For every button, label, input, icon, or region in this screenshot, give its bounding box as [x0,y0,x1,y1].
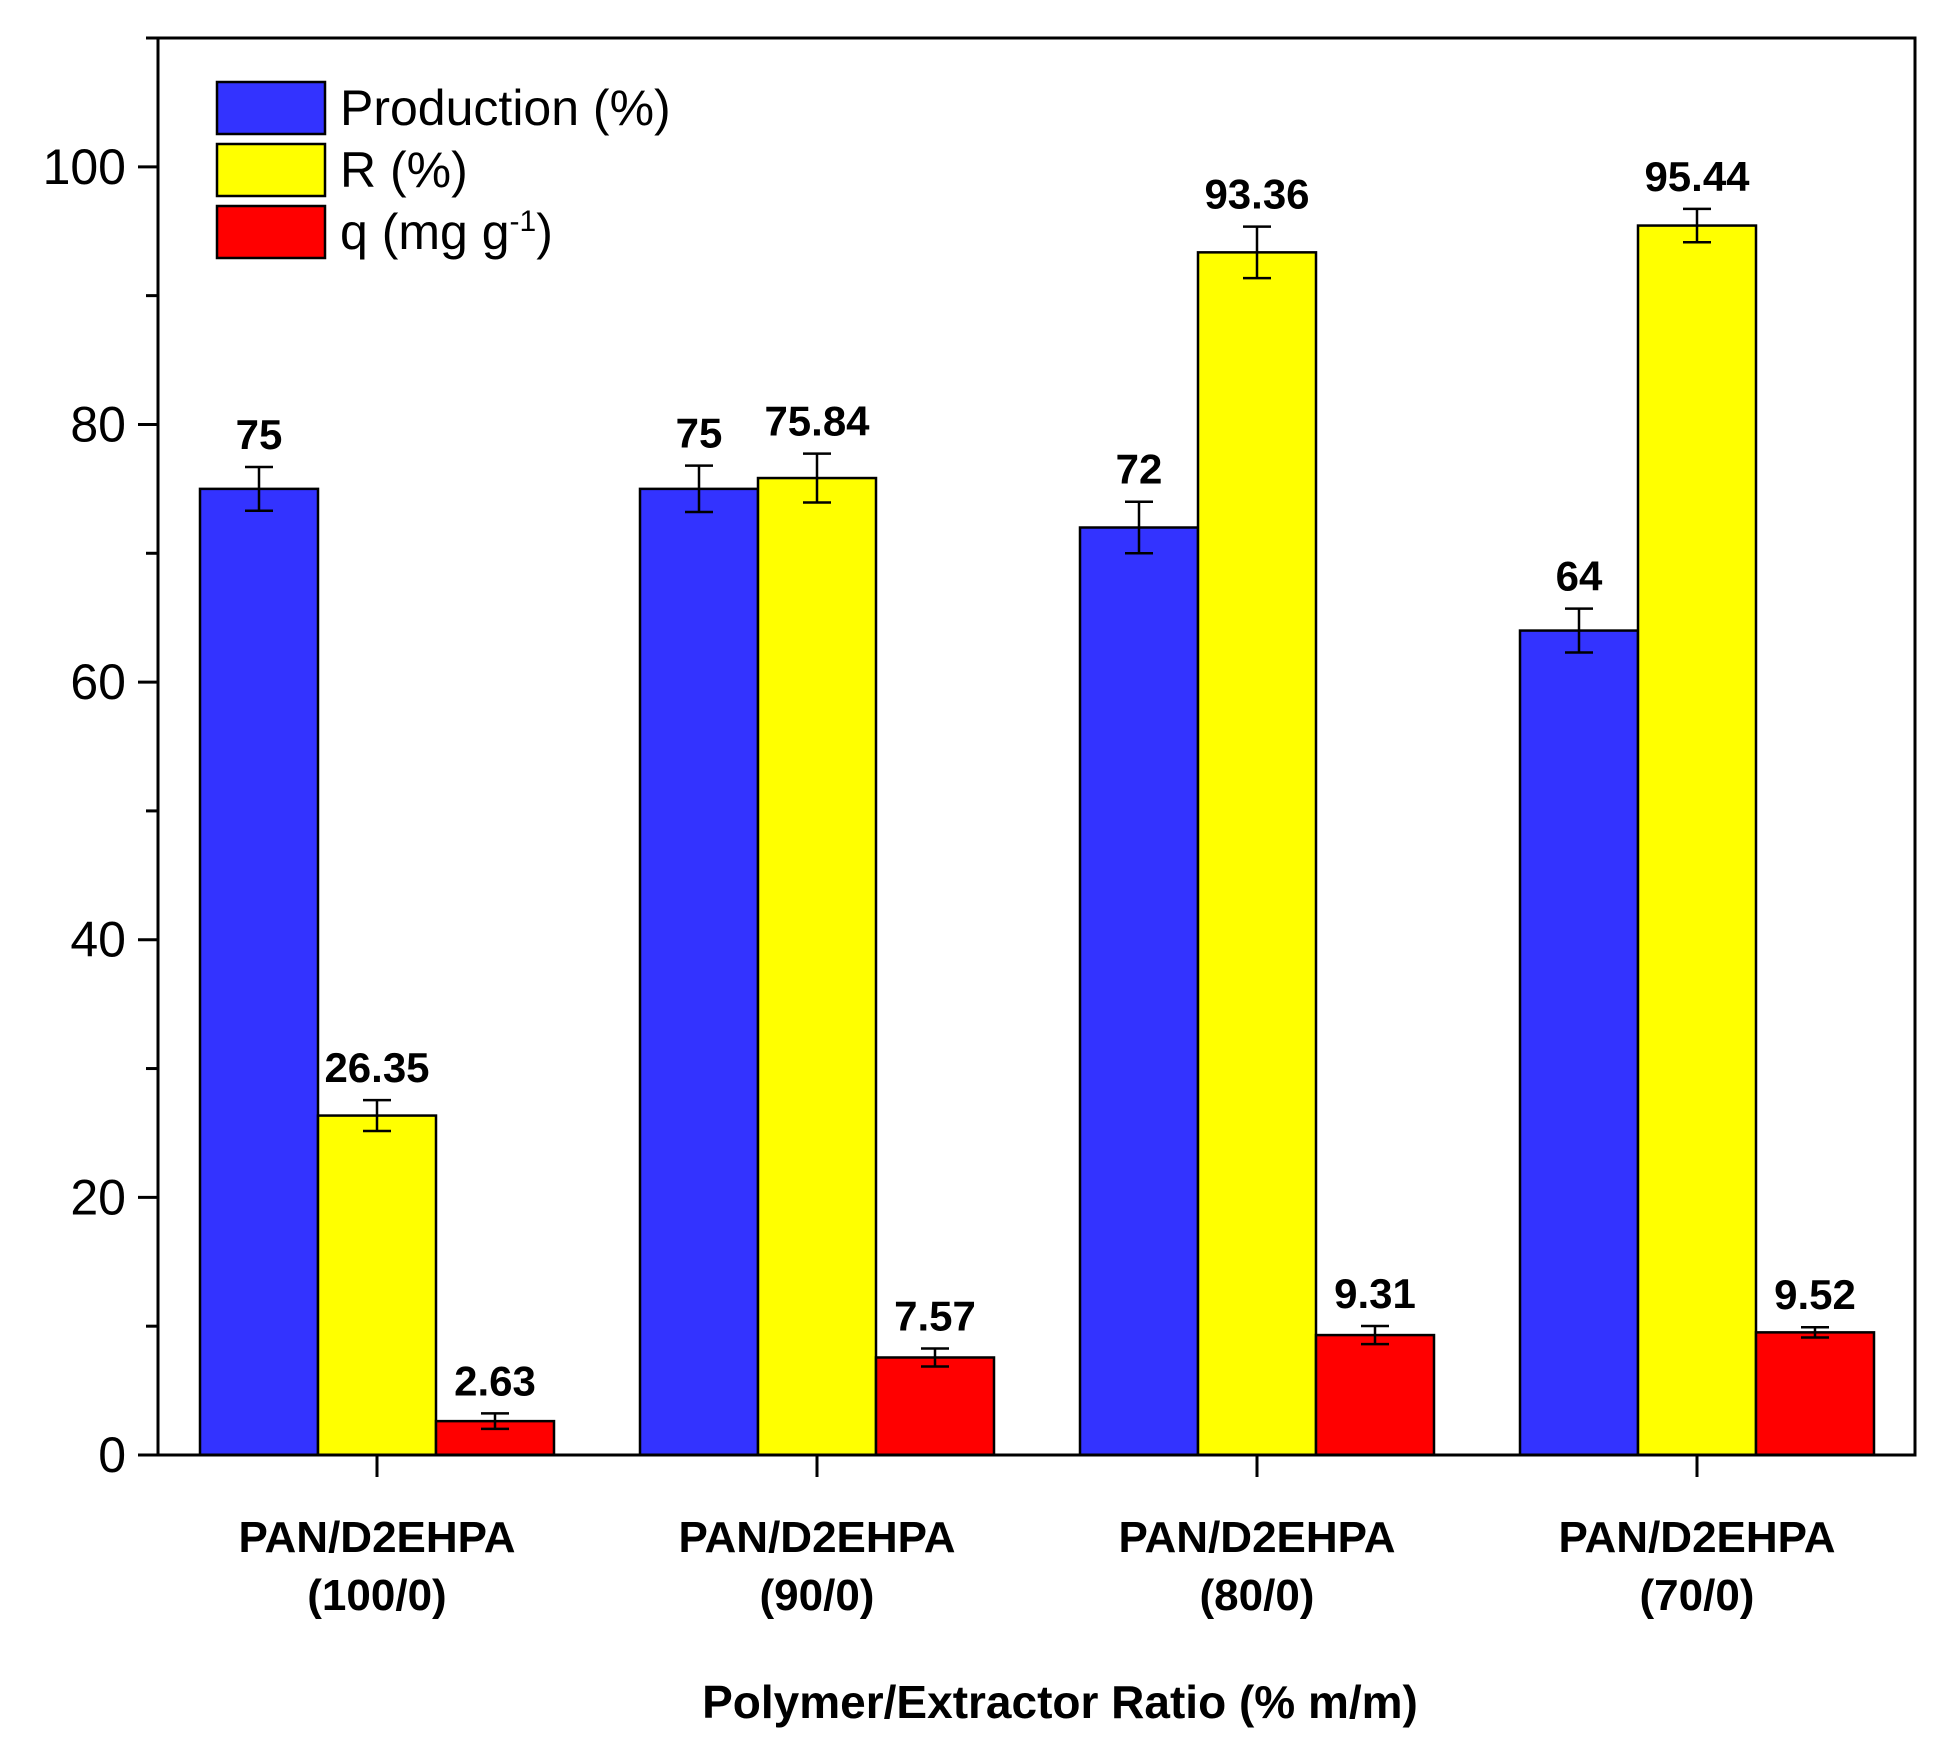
data-label-2-2: 75.84 [764,398,870,445]
labels-layer: 75 75 72 64 26.35 75.84 93.36 95.44 2.63 7.57 9.31… [236,153,1856,1405]
data-label-3-4: 9.52 [1774,1271,1856,1318]
x-tick-label-line2: (70/0) [1640,1571,1755,1620]
y-tick-label: 60 [70,654,126,710]
x-tick-label-line2: (100/0) [307,1571,446,1620]
y-tick-label: 80 [70,396,126,452]
x-tick-label-line2: (90/0) [760,1571,875,1620]
x-tick-label-line1: PAN/D2EHPA [238,1513,515,1562]
data-label-1-1: 75 [236,411,283,458]
data-label-2-1: 26.35 [324,1044,429,1091]
legend-label-3: q (mg g-1) [340,204,553,260]
y-tick-label: 20 [70,1169,126,1225]
bar-1-2 [638,487,760,1457]
data-label-3-3: 9.31 [1334,1270,1416,1317]
bar-2-2 [756,476,878,1457]
legend-swatch-1 [215,80,327,136]
x-tick-label-line1: PAN/D2EHPA [678,1513,955,1562]
bar-1-3 [1078,526,1200,1457]
data-label-3-1: 2.63 [454,1357,536,1404]
bar-3-3 [1314,1333,1436,1457]
bar-2-4 [1636,224,1758,1457]
data-label-1-2: 75 [676,410,723,457]
x-tick-label-line1: PAN/D2EHPA [1118,1513,1395,1562]
x-axis-title: Polymer/Extractor Ratio (% m/m) [702,1676,1418,1728]
bar-3-2 [874,1356,996,1457]
plot-frame [156,36,1917,1457]
axes-layer: 0 20 40 60 80 100 PAN/D2EHPA (100/0) PAN/D2EHPA (… [43,36,1917,1620]
bar-2-1 [316,1114,438,1457]
y-tick-label: 40 [70,912,126,968]
legend-swatch-2 [215,142,327,198]
x-tick-label-line2: (80/0) [1200,1571,1315,1620]
legend-swatch-3 [215,204,327,260]
data-label-2-3: 93.36 [1204,171,1309,218]
bar-3-4 [1754,1331,1876,1457]
y-tick-label: 0 [98,1427,126,1483]
data-label-3-2: 7.57 [894,1292,976,1339]
data-label-2-4: 95.44 [1644,153,1750,200]
data-label-1-4: 64 [1556,553,1603,600]
y-tick-label: 100 [43,139,126,195]
data-label-1-3: 72 [1116,446,1163,493]
legend: Production (%) R (%) q (mg g-1) [215,80,671,260]
bar-1-1 [198,487,320,1457]
x-tick-label-line1: PAN/D2EHPA [1558,1513,1835,1562]
legend-label-1: Production (%) [340,80,671,136]
legend-label-2: R (%) [340,142,468,198]
bar-2-3 [1196,251,1318,1457]
bars-layer [198,207,1876,1457]
bar-1-4 [1518,629,1640,1457]
